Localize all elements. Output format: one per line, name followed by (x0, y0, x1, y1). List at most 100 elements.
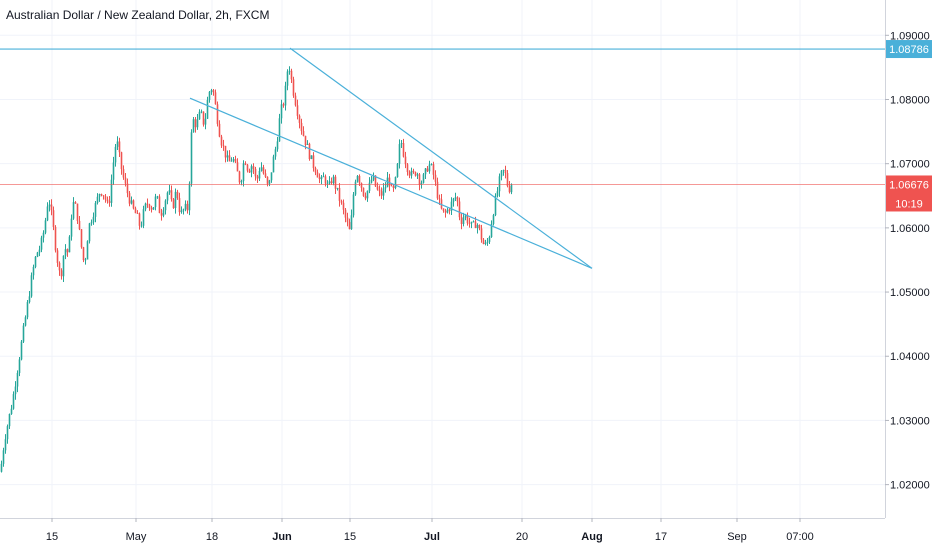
candle-body (314, 168, 317, 173)
candle-body (140, 225, 143, 227)
candle-body (206, 99, 209, 119)
x-tick-label: 15 (46, 531, 58, 543)
candle-body (466, 215, 469, 224)
candle-body (396, 163, 399, 178)
candle-body (304, 135, 307, 145)
candle-body (66, 249, 69, 253)
candle-body (458, 201, 461, 218)
candle-body (202, 111, 205, 125)
candle-body (316, 172, 319, 178)
x-tick-label: Aug (581, 531, 602, 543)
candle-body (460, 217, 463, 224)
candle-body (368, 182, 371, 191)
candle-body (452, 198, 455, 202)
candle-body (50, 204, 53, 211)
candle-body (94, 202, 97, 217)
candle-body (44, 220, 47, 233)
candle-body (40, 237, 43, 250)
candle-body (186, 203, 189, 211)
candle-body (496, 191, 499, 196)
candle-body (444, 210, 447, 213)
y-tick-label: 1.08000 (890, 94, 930, 106)
y-tick-label: 1.02000 (890, 480, 930, 492)
candle-body (338, 187, 341, 201)
candle-body (374, 175, 377, 187)
candle-body (332, 176, 335, 184)
candle-body (128, 193, 131, 204)
candle-body (264, 173, 267, 177)
candle-body (226, 155, 229, 158)
candle-body (6, 426, 9, 440)
trendline (189, 97, 593, 269)
candle-body (270, 172, 273, 181)
candle-body (462, 217, 465, 224)
candle-body (402, 143, 405, 157)
candle-body (26, 302, 29, 318)
candle-body (490, 223, 493, 238)
candle-body (266, 176, 269, 184)
candle-body (56, 250, 59, 263)
candle-body (214, 92, 217, 105)
candle-body (306, 143, 309, 145)
candle-body (262, 167, 265, 174)
candle-body (28, 296, 31, 303)
candle-body (378, 189, 381, 192)
candles (0, 66, 513, 473)
candle-body (284, 85, 287, 106)
candle-body (166, 192, 169, 201)
candle-body (16, 372, 19, 387)
candle-body (366, 190, 369, 199)
candle-body (416, 174, 419, 176)
candle-body (358, 175, 361, 184)
bar-countdown-label: 10:19 (895, 198, 923, 210)
candle-body (286, 71, 289, 86)
candle-body (42, 232, 45, 238)
candle-body (310, 155, 313, 160)
drawings[interactable] (0, 47, 885, 269)
candle-body (418, 174, 421, 185)
candle-body (420, 182, 423, 185)
candle-body (0, 463, 3, 472)
candle-body (182, 209, 185, 211)
candle-body (180, 210, 183, 213)
candle-body (334, 176, 337, 189)
last-price-badge (886, 175, 932, 212)
candle-body (348, 222, 351, 230)
candle-body (244, 163, 247, 165)
candle-body (204, 118, 207, 125)
candle-body (230, 160, 233, 162)
candle-body (290, 70, 293, 80)
candle-body (352, 194, 355, 216)
candle-body (106, 199, 109, 202)
x-tick-label: 15 (344, 531, 356, 543)
trendline (289, 47, 593, 269)
candle-body (278, 118, 281, 142)
candle-body (218, 123, 221, 137)
candle-body (146, 203, 149, 205)
candle-body (72, 202, 75, 219)
candle-body (436, 181, 439, 199)
candle-body (130, 200, 133, 204)
candle-body (422, 174, 425, 183)
candle-body (156, 196, 159, 198)
candle-body (144, 203, 147, 210)
x-tick-label: 18 (206, 531, 218, 543)
candle-body (298, 115, 301, 123)
candle-body (220, 136, 223, 146)
candle-body (154, 196, 157, 208)
x-tick-label: Jun (272, 531, 292, 543)
candle-body (390, 185, 393, 187)
candle-body (170, 190, 173, 200)
candle-body (136, 213, 139, 214)
candle-body (504, 169, 507, 174)
candle-body (288, 70, 291, 72)
candle-body (476, 224, 479, 229)
candle-body (82, 247, 85, 261)
x-tick-label: 07:00 (786, 531, 814, 543)
candle-body (192, 119, 195, 133)
candle-body (388, 177, 391, 186)
candle-body (454, 197, 457, 199)
candle-body (404, 156, 407, 165)
